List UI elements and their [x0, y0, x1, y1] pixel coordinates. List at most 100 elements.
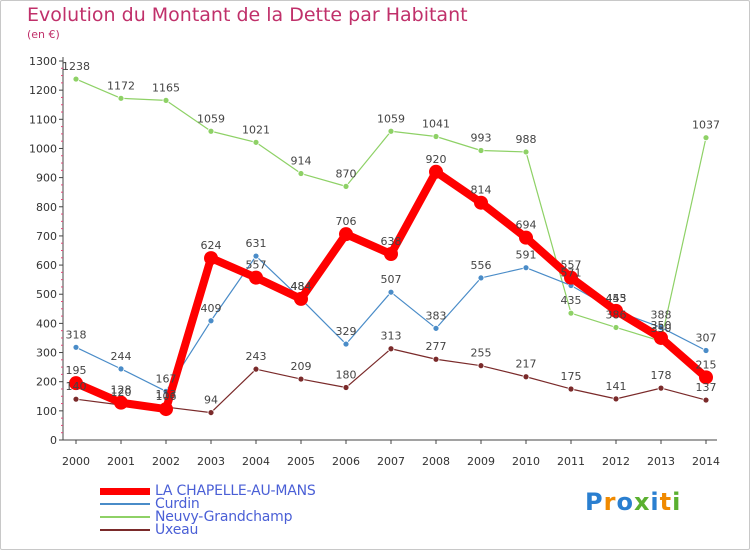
data-point-1-2008 — [432, 324, 440, 332]
data-label-1-2001: 244 — [111, 350, 132, 363]
data-label-0-2002: 106 — [156, 390, 177, 403]
x-tick-label-2003: 2003 — [197, 455, 225, 468]
data-label-1-2009: 556 — [471, 259, 492, 272]
data-label-1-2002: 167 — [156, 372, 177, 385]
x-tick-label-2006: 2006 — [332, 455, 360, 468]
data-label-1-2004: 631 — [246, 237, 267, 250]
x-tick-label-2012: 2012 — [602, 455, 630, 468]
chart-title: Evolution du Montant de la Dette par Hab… — [27, 4, 468, 26]
data-point-3-2013 — [657, 384, 665, 392]
x-tick-label-2004: 2004 — [242, 455, 270, 468]
data-point-2-2000 — [72, 75, 80, 83]
data-point-0-2008 — [429, 164, 443, 179]
data-label-2-2002: 1165 — [152, 81, 180, 94]
x-tick-label-2011: 2011 — [557, 455, 585, 468]
data-point-0-2004 — [249, 270, 263, 285]
data-label-3-2004: 243 — [246, 350, 267, 363]
legend-label: Curdin — [155, 496, 200, 512]
y-tick-label-0: 0 — [50, 434, 57, 447]
legend-swatch-curdin — [100, 503, 150, 505]
data-point-1-2000 — [72, 343, 80, 351]
data-label-1-2014: 307 — [696, 331, 717, 344]
data-label-1-2005: 484 — [291, 280, 312, 293]
data-point-1-2001 — [117, 365, 125, 373]
data-label-1-2011: 571 — [561, 266, 582, 279]
data-label-0-2004: 557 — [246, 259, 267, 272]
data-point-1-2004 — [252, 252, 260, 260]
data-point-1-2013 — [657, 324, 665, 331]
data-point-3-2004 — [252, 365, 260, 373]
x-tick-label-2001: 2001 — [107, 455, 135, 468]
data-label-2-2013: 350 — [651, 322, 672, 335]
data-point-3-2006 — [342, 384, 350, 391]
brand-logo: Proxiti — [585, 488, 682, 516]
data-label-3-2001: 120 — [111, 386, 132, 399]
x-tick-label-2009: 2009 — [467, 455, 495, 468]
data-label-3-2008: 277 — [426, 340, 447, 353]
y-tick-label-300: 300 — [36, 347, 57, 360]
data-label-1-2003: 409 — [201, 302, 222, 315]
x-tick-label-2005: 2005 — [287, 455, 315, 468]
data-point-2-2008 — [432, 133, 440, 140]
data-label-3-2012: 141 — [606, 380, 627, 393]
y-tick-label-600: 600 — [36, 259, 57, 272]
data-point-1-2007 — [387, 288, 395, 296]
data-label-3-2002: 113 — [156, 388, 177, 401]
data-point-0-2014 — [699, 370, 713, 385]
data-point-2-2005 — [297, 170, 305, 177]
data-label-1-2013: 388 — [651, 308, 672, 321]
data-label-0-2000: 195 — [66, 364, 87, 377]
data-point-2-2003 — [207, 127, 215, 135]
data-point-3-2014 — [702, 396, 710, 404]
data-label-0-2008: 920 — [426, 153, 447, 166]
data-point-0-2012 — [609, 303, 623, 318]
data-label-1-2008: 383 — [426, 309, 447, 322]
data-label-3-2003: 94 — [204, 394, 218, 407]
data-label-2-2005: 914 — [291, 155, 312, 168]
x-tick-label-2010: 2010 — [512, 455, 540, 468]
data-point-0-2013 — [654, 330, 668, 345]
data-label-2-2007: 1059 — [377, 112, 405, 125]
data-label-3-2007: 313 — [381, 330, 402, 343]
data-label-2-2003: 1059 — [197, 112, 225, 125]
data-point-3-2007 — [387, 345, 395, 353]
data-label-1-2000: 318 — [66, 328, 87, 341]
legend-label: Uxeau — [155, 522, 199, 538]
data-point-3-2012 — [612, 395, 620, 403]
data-point-1-2006 — [342, 340, 350, 348]
data-label-2-2004: 1021 — [242, 123, 270, 136]
data-label-0-2013: 350 — [651, 319, 672, 332]
data-label-2-2011: 435 — [561, 294, 582, 307]
data-label-0-2005: 484 — [291, 280, 312, 293]
data-label-0-2009: 814 — [471, 184, 492, 197]
data-label-2-2010: 988 — [516, 133, 537, 146]
data-point-1-2003 — [207, 317, 215, 325]
data-label-3-2013: 178 — [651, 369, 672, 382]
data-label-2-2000: 1238 — [62, 60, 90, 73]
data-point-3-2011 — [567, 385, 575, 393]
x-tick-label-2002: 2002 — [152, 455, 180, 468]
y-tick-label-800: 800 — [36, 201, 57, 214]
data-point-2-2012 — [612, 324, 620, 331]
legend-label: LA CHAPELLE-AU-MANS — [155, 483, 316, 499]
y-tick-label-500: 500 — [36, 288, 57, 301]
data-label-3-2010: 217 — [516, 358, 537, 371]
data-point-2-2002 — [162, 96, 170, 104]
data-label-2-2009: 993 — [471, 132, 492, 145]
data-point-2-2010 — [522, 148, 530, 156]
y-tick-label-100: 100 — [36, 405, 57, 418]
x-tick-label-2008: 2008 — [422, 455, 450, 468]
y-tick-label-700: 700 — [36, 230, 57, 243]
data-point-1-2014 — [702, 347, 710, 354]
y-tick-label-200: 200 — [36, 376, 57, 389]
data-point-1-2010 — [522, 264, 530, 272]
data-point-2-2014 — [702, 134, 710, 142]
data-point-0-2007 — [384, 246, 398, 261]
x-tick-label-2014: 2014 — [692, 455, 720, 468]
legend-swatch-la-chapelle-au-mans — [100, 488, 150, 495]
data-label-0-2006: 706 — [336, 215, 357, 228]
data-point-0-2001 — [114, 395, 128, 410]
data-point-0-2010 — [519, 230, 533, 245]
y-tick-label-1200: 1200 — [29, 84, 57, 97]
